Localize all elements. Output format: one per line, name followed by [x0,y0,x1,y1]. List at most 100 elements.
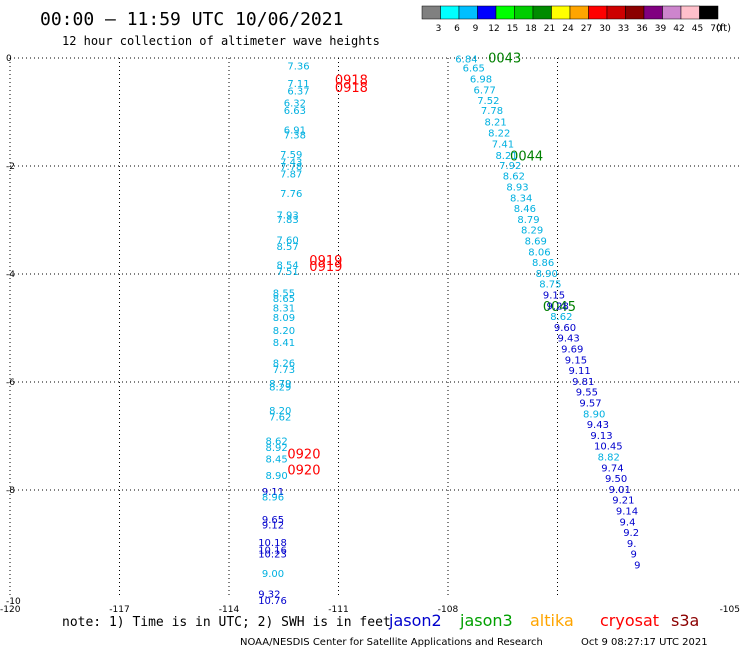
wave-height-value: 7.76 [280,189,302,200]
colorbar-label: 33 [618,24,629,34]
footer-generated: Oct 9 08:27:17 UTC 2021 [581,637,708,648]
colorbar: 3 6 9 12 15 18 21 24 27 30 33 36 39 42 45 70 [421,5,722,34]
y-tick-label: -4 [6,270,15,280]
wave-height-value: 9.14 [616,507,638,518]
colorbar-swatch [569,5,589,20]
wave-height-value: 9.60 [554,323,576,334]
wave-height-value: 8.29 [521,226,543,237]
y-tick-label: -10 [6,597,21,607]
wave-height-value: 9.2 [623,528,639,539]
colorbar-swatch [699,5,719,20]
wave-height-value: 9.32 [258,590,280,601]
wave-height-value: 8.20 [269,406,291,417]
wave-height-value: 6.98 [470,75,492,86]
time-label: 0045 [543,300,576,315]
wave-height-value: 6.37 [287,86,309,97]
wave-height-value: 8.54 [276,260,298,271]
colorbar-label: 36 [636,24,648,34]
wave-height-value: 10.45 [594,442,623,453]
wave-height-value: 9.00 [262,569,284,580]
wave-height-value: 9.15 [565,355,587,366]
wave-height-value: 6.84 [455,55,477,66]
wave-height-value: 7.41 [492,139,514,150]
wave-height-value: 8.92 [266,443,288,454]
wave-height-value: 9.74 [601,463,623,474]
wave-height-value: 7.59 [280,150,302,161]
wave-height-value: 8.31 [273,303,295,314]
wave-height-value: 9.11 [262,487,284,498]
wave-height-value: 7.43 [280,158,302,169]
wave-height-value: 8.82 [598,453,620,464]
wave-height-value: 8.21 [485,118,507,129]
colorbar-label: 6 [454,24,460,34]
wave-height-value: 7.11 [287,79,309,90]
wave-height-value: 6.77 [474,85,496,96]
wave-height-value: 8.29 [269,382,291,393]
colorbar-label: 42 [673,24,684,34]
wave-height-value: 6.65 [463,64,485,75]
wave-height-value: 10.23 [258,550,287,561]
wave-height-value: 7.52 [477,96,499,107]
legend-item: jason2 [388,611,442,630]
footer-credit: NOAA/NESDIS Center for Satellite Applica… [240,637,543,648]
wave-height-value: 9.43 [558,334,580,345]
wave-height-value: 7.87 [280,170,302,181]
time-label: 0919 [309,260,342,275]
wave-height-value: 8.62 [503,172,525,183]
colorbar-swatch [514,5,534,20]
data-points: 7.367.116.376.326.636.917.387.597.437.78… [258,55,640,608]
time-label: 0919 [309,254,342,269]
time-label: 0044 [510,149,543,164]
wave-height-value: 9.57 [579,399,601,410]
colorbar-label: 27 [581,24,592,34]
x-tick-label: -117 [109,605,129,615]
wave-height-value: 8.20 [273,326,295,337]
colorbar-unit: (ft) [716,23,731,34]
wave-height-value: 9.4 [620,517,636,528]
colorbar-swatch [551,5,571,20]
wave-height-value: 8.46 [514,204,536,215]
colorbar-swatch [495,5,515,20]
colorbar-swatch [662,5,682,20]
colorbar-swatch [680,5,700,20]
wave-height-value: 9. [627,539,637,550]
wave-height-value: 8.22 [488,129,510,140]
wave-height-value: 8.86 [532,258,554,269]
colorbar-swatch [458,5,478,20]
wave-height-value: 9.28 [547,301,569,312]
wave-height-value: 8.79 [517,215,539,226]
colorbar-swatch [606,5,626,20]
wave-height-value: 7.60 [276,235,298,246]
wave-height-value: 8.57 [276,242,298,253]
wave-height-value: 7.36 [287,62,309,73]
wave-height-value: 8.26 [273,359,295,370]
wave-height-value: 9 [634,561,640,572]
time-label: 0920 [287,464,320,479]
wave-height-value: 7.83 [276,215,298,226]
legend-item: s3a [671,611,699,630]
axis-ticks: 0 -2 -4 -6 -8 -10-120 -117 -114 -111 -108 -105 [0,54,740,615]
wave-height-value: 8.55 [273,288,295,299]
wave-height-value: 9.15 [543,291,565,302]
grid [9,57,740,598]
wave-height-value: 8.79 [269,379,291,390]
chart-title: 00:00 – 11:59 UTC 10/06/2021 [40,9,343,30]
colorbar-label: 30 [599,24,611,34]
wave-height-value: 8.21 [495,151,517,162]
wave-height-value: 8.41 [273,338,295,349]
wave-height-value: 9.11 [568,366,590,377]
wave-height-value: 9.55 [576,388,598,399]
legend-item: cryosat [600,611,659,630]
colorbar-swatch [588,5,608,20]
x-tick-label: -105 [720,605,740,615]
colorbar-swatch [440,5,460,20]
colorbar-label: 9 [473,24,479,34]
time-label: 0918 [335,74,368,89]
wave-height-value: 9.12 [262,521,284,532]
wave-height-value: 8.65 [273,294,295,305]
colorbar-label: 39 [655,24,667,34]
satellite-legend: jason2 jason3 altika cryosat s3a [388,611,699,630]
wave-height-value: 8.90 [536,269,558,280]
colorbar-swatch [625,5,645,20]
